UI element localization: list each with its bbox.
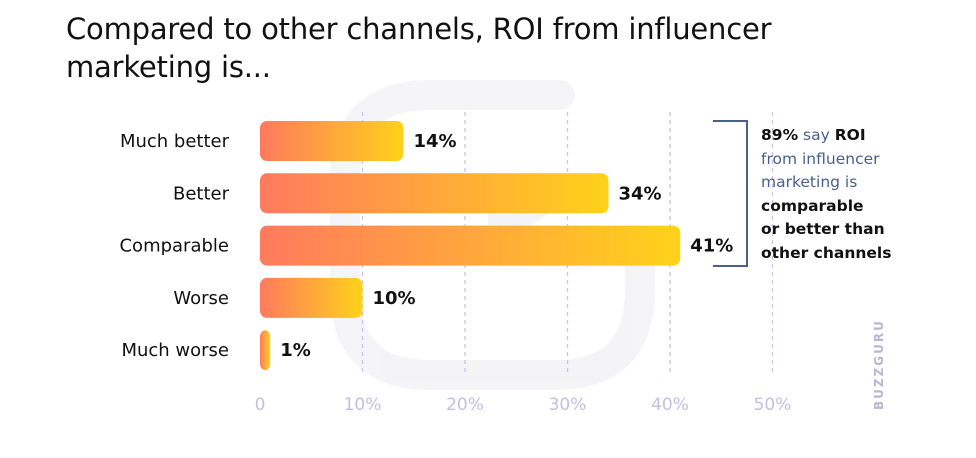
category-label: Comparable <box>119 236 229 257</box>
note-percent: 89% <box>761 126 799 144</box>
chart-title-line-1: Compared to other channels, ROI from inf… <box>66 12 772 46</box>
note-line-6: other channels <box>761 242 961 266</box>
note-line-3: marketing is <box>761 173 858 191</box>
bars <box>260 121 681 371</box>
x-tick-label: 0 <box>255 395 266 415</box>
category-label: Much better <box>120 131 230 152</box>
category-label: Much worse <box>121 340 229 361</box>
bar <box>260 225 681 266</box>
note-line-1: 89% say ROI <box>761 124 961 148</box>
note-roi: ROI <box>834 126 866 144</box>
bar <box>260 330 271 371</box>
value-label: 41% <box>690 236 733 257</box>
labels: 0 10% 20% 30% 40% 50% Much better 14% Better 34% C… <box>119 131 791 415</box>
chart-title: Compared to other channels, ROI from inf… <box>66 10 926 86</box>
category-label: Worse <box>173 288 229 309</box>
note-other-channels: other channels <box>761 243 892 262</box>
note-line-5: or better than <box>761 218 961 242</box>
bracket <box>713 120 748 267</box>
note-say: say <box>798 126 835 144</box>
x-tick-label: 20% <box>446 395 484 415</box>
bar <box>260 277 363 318</box>
value-label: 10% <box>373 288 416 309</box>
x-tick-label: 30% <box>549 395 587 415</box>
x-tick-label: 10% <box>344 395 382 415</box>
chart-title-line-2: marketing is... <box>66 50 271 84</box>
value-label: 14% <box>414 131 457 152</box>
note-line-4: comparable <box>761 195 961 219</box>
note-comparable: comparable <box>761 196 864 215</box>
value-label: 34% <box>619 183 662 204</box>
category-label: Better <box>173 183 230 204</box>
note-line-2: from influencer <box>761 149 880 168</box>
x-tick-label: 50% <box>754 395 792 415</box>
note-or-better: or better than <box>761 220 885 238</box>
value-label: 1% <box>280 340 311 361</box>
annotation-note: 89% say ROI from influencer marketing is… <box>761 124 961 265</box>
brand-watermark: BUZZGURU <box>872 319 886 410</box>
bar <box>260 121 404 161</box>
bar <box>260 173 609 214</box>
x-tick-label: 40% <box>651 395 689 415</box>
